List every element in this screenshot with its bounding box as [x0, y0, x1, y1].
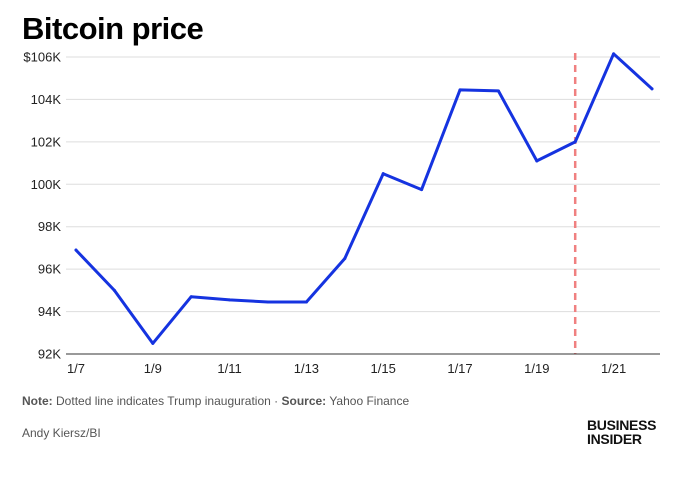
- x-tick-label: 1/17: [447, 361, 472, 376]
- y-axis-labels: 92K 94K 96K 98K 100K 102K 104K $106K: [23, 50, 61, 362]
- chart-title: Bitcoin price: [22, 11, 204, 46]
- x-tick-label: 1/7: [67, 361, 85, 376]
- business-insider-logo: BUSINESS INSIDER: [587, 418, 656, 446]
- source-text: Yahoo Finance: [329, 394, 410, 408]
- data-point: [650, 87, 654, 91]
- data-point: [420, 188, 424, 192]
- data-point: [151, 341, 155, 345]
- price-line: [74, 52, 654, 345]
- note-text: Dotted line indicates Trump inauguration: [56, 394, 271, 408]
- x-tick-label: 1/13: [294, 361, 319, 376]
- y-tick-label: $106K: [23, 50, 61, 65]
- data-point: [496, 89, 500, 93]
- data-point: [381, 172, 385, 176]
- x-axis-labels: 1/7 1/9 1/11 1/13 1/15 1/17 1/19 1/21: [67, 361, 626, 376]
- separator: ·: [274, 394, 279, 408]
- y-tick-label: 96K: [38, 262, 61, 277]
- data-point: [343, 257, 347, 261]
- y-tick-label: 98K: [38, 219, 61, 234]
- gridlines: [66, 56, 660, 313]
- x-tick-label: 1/11: [217, 361, 241, 376]
- y-tick-label: 102K: [31, 134, 62, 149]
- y-tick-label: 100K: [31, 177, 62, 192]
- y-tick-label: 94K: [38, 304, 61, 319]
- note-label: Note:: [22, 394, 53, 408]
- data-point: [612, 52, 616, 56]
- y-tick-label: 92K: [38, 347, 61, 362]
- data-point: [458, 88, 462, 92]
- data-point: [573, 140, 577, 144]
- data-point: [189, 295, 193, 299]
- x-tick-label: 1/9: [144, 361, 162, 376]
- y-tick-label: 104K: [31, 92, 62, 107]
- footer-note: Note: Dotted line indicates Trump inaugu…: [22, 394, 409, 408]
- data-point: [228, 298, 232, 302]
- author-credit: Andy Kiersz/BI: [22, 426, 101, 440]
- x-tick-label: 1/19: [524, 361, 549, 376]
- data-point: [74, 248, 78, 252]
- series-group: [74, 52, 654, 345]
- logo-line-1: BUSINESS: [587, 417, 657, 433]
- data-point: [304, 300, 308, 304]
- x-tick-label: 1/15: [371, 361, 396, 376]
- data-point: [112, 288, 116, 292]
- source-label: Source:: [281, 394, 327, 408]
- line-chart: 92K 94K 96K 98K 100K 102K 104K $106K 1/7 1/9 1/11…: [23, 50, 660, 376]
- logo-line-2: INSIDER: [587, 431, 642, 447]
- data-point: [535, 159, 539, 163]
- x-tick-label: 1/21: [601, 361, 626, 376]
- data-point: [266, 300, 270, 304]
